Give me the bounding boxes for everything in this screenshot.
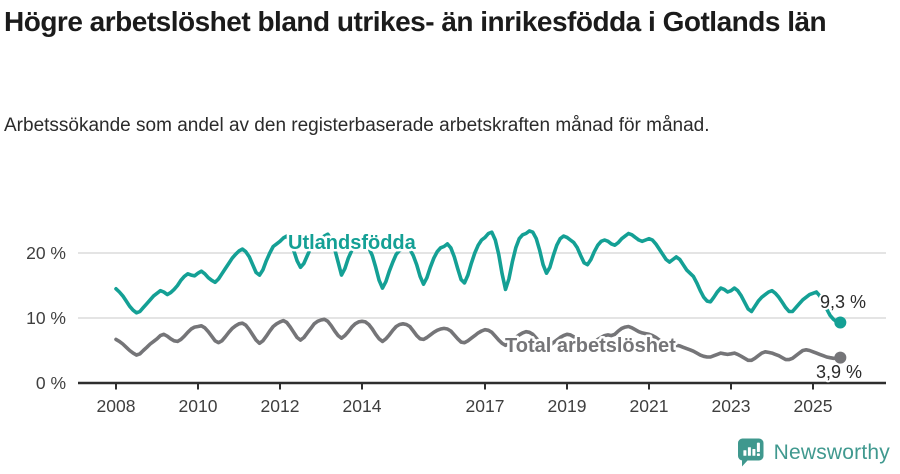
x-tick-label-2021: 2021	[630, 396, 669, 416]
x-tick-label-2025: 2025	[794, 396, 833, 416]
chart-subtitle: Arbetssökande som andel av den registerb…	[4, 115, 710, 136]
mini-bar-chart-glyph	[743, 442, 760, 456]
y-tick-label-20: 20 %	[26, 243, 66, 263]
unemployment-line-chart: 0 % 10 % 20 % 2008 2010 2012 2014 2017 2019 2021 2…	[26, 229, 886, 416]
x-tick-label-2023: 2023	[712, 396, 751, 416]
newsworthy-logo-icon	[737, 438, 764, 467]
series-label-total-arbetsl-shet: Total arbetslöshet	[505, 335, 676, 357]
x-tick-label-2019: 2019	[548, 396, 587, 416]
y-tick-label-0: 0 %	[36, 373, 66, 393]
end-value-label-total-arbetsl-shet: 3,9 %	[816, 362, 862, 382]
x-tick-label-2008: 2008	[97, 396, 136, 416]
series-end-dot-total-arbetsl-shet	[834, 351, 847, 364]
x-tick-label-2010: 2010	[179, 396, 218, 416]
series-label-utlandsf-dda: Utlandsfödda	[288, 232, 417, 254]
chart-title: Högre arbetslöshet bland utrikes- än inr…	[4, 6, 827, 37]
brand-footer: Newsworthy	[736, 437, 890, 468]
x-tick-label-2014: 2014	[343, 396, 382, 416]
x-tick-label-2012: 2012	[261, 396, 300, 416]
x-tick-label-2017: 2017	[466, 396, 505, 416]
series-line-total-arbetsl-shet	[114, 317, 843, 363]
end-value-label-utlandsf-dda: 9,3 %	[820, 292, 866, 312]
series-line-utlandsf-dda	[114, 229, 843, 325]
series-end-dot-utlandsf-dda	[834, 316, 847, 329]
brand-name: Newsworthy	[773, 440, 890, 464]
y-tick-label-10: 10 %	[26, 308, 66, 328]
